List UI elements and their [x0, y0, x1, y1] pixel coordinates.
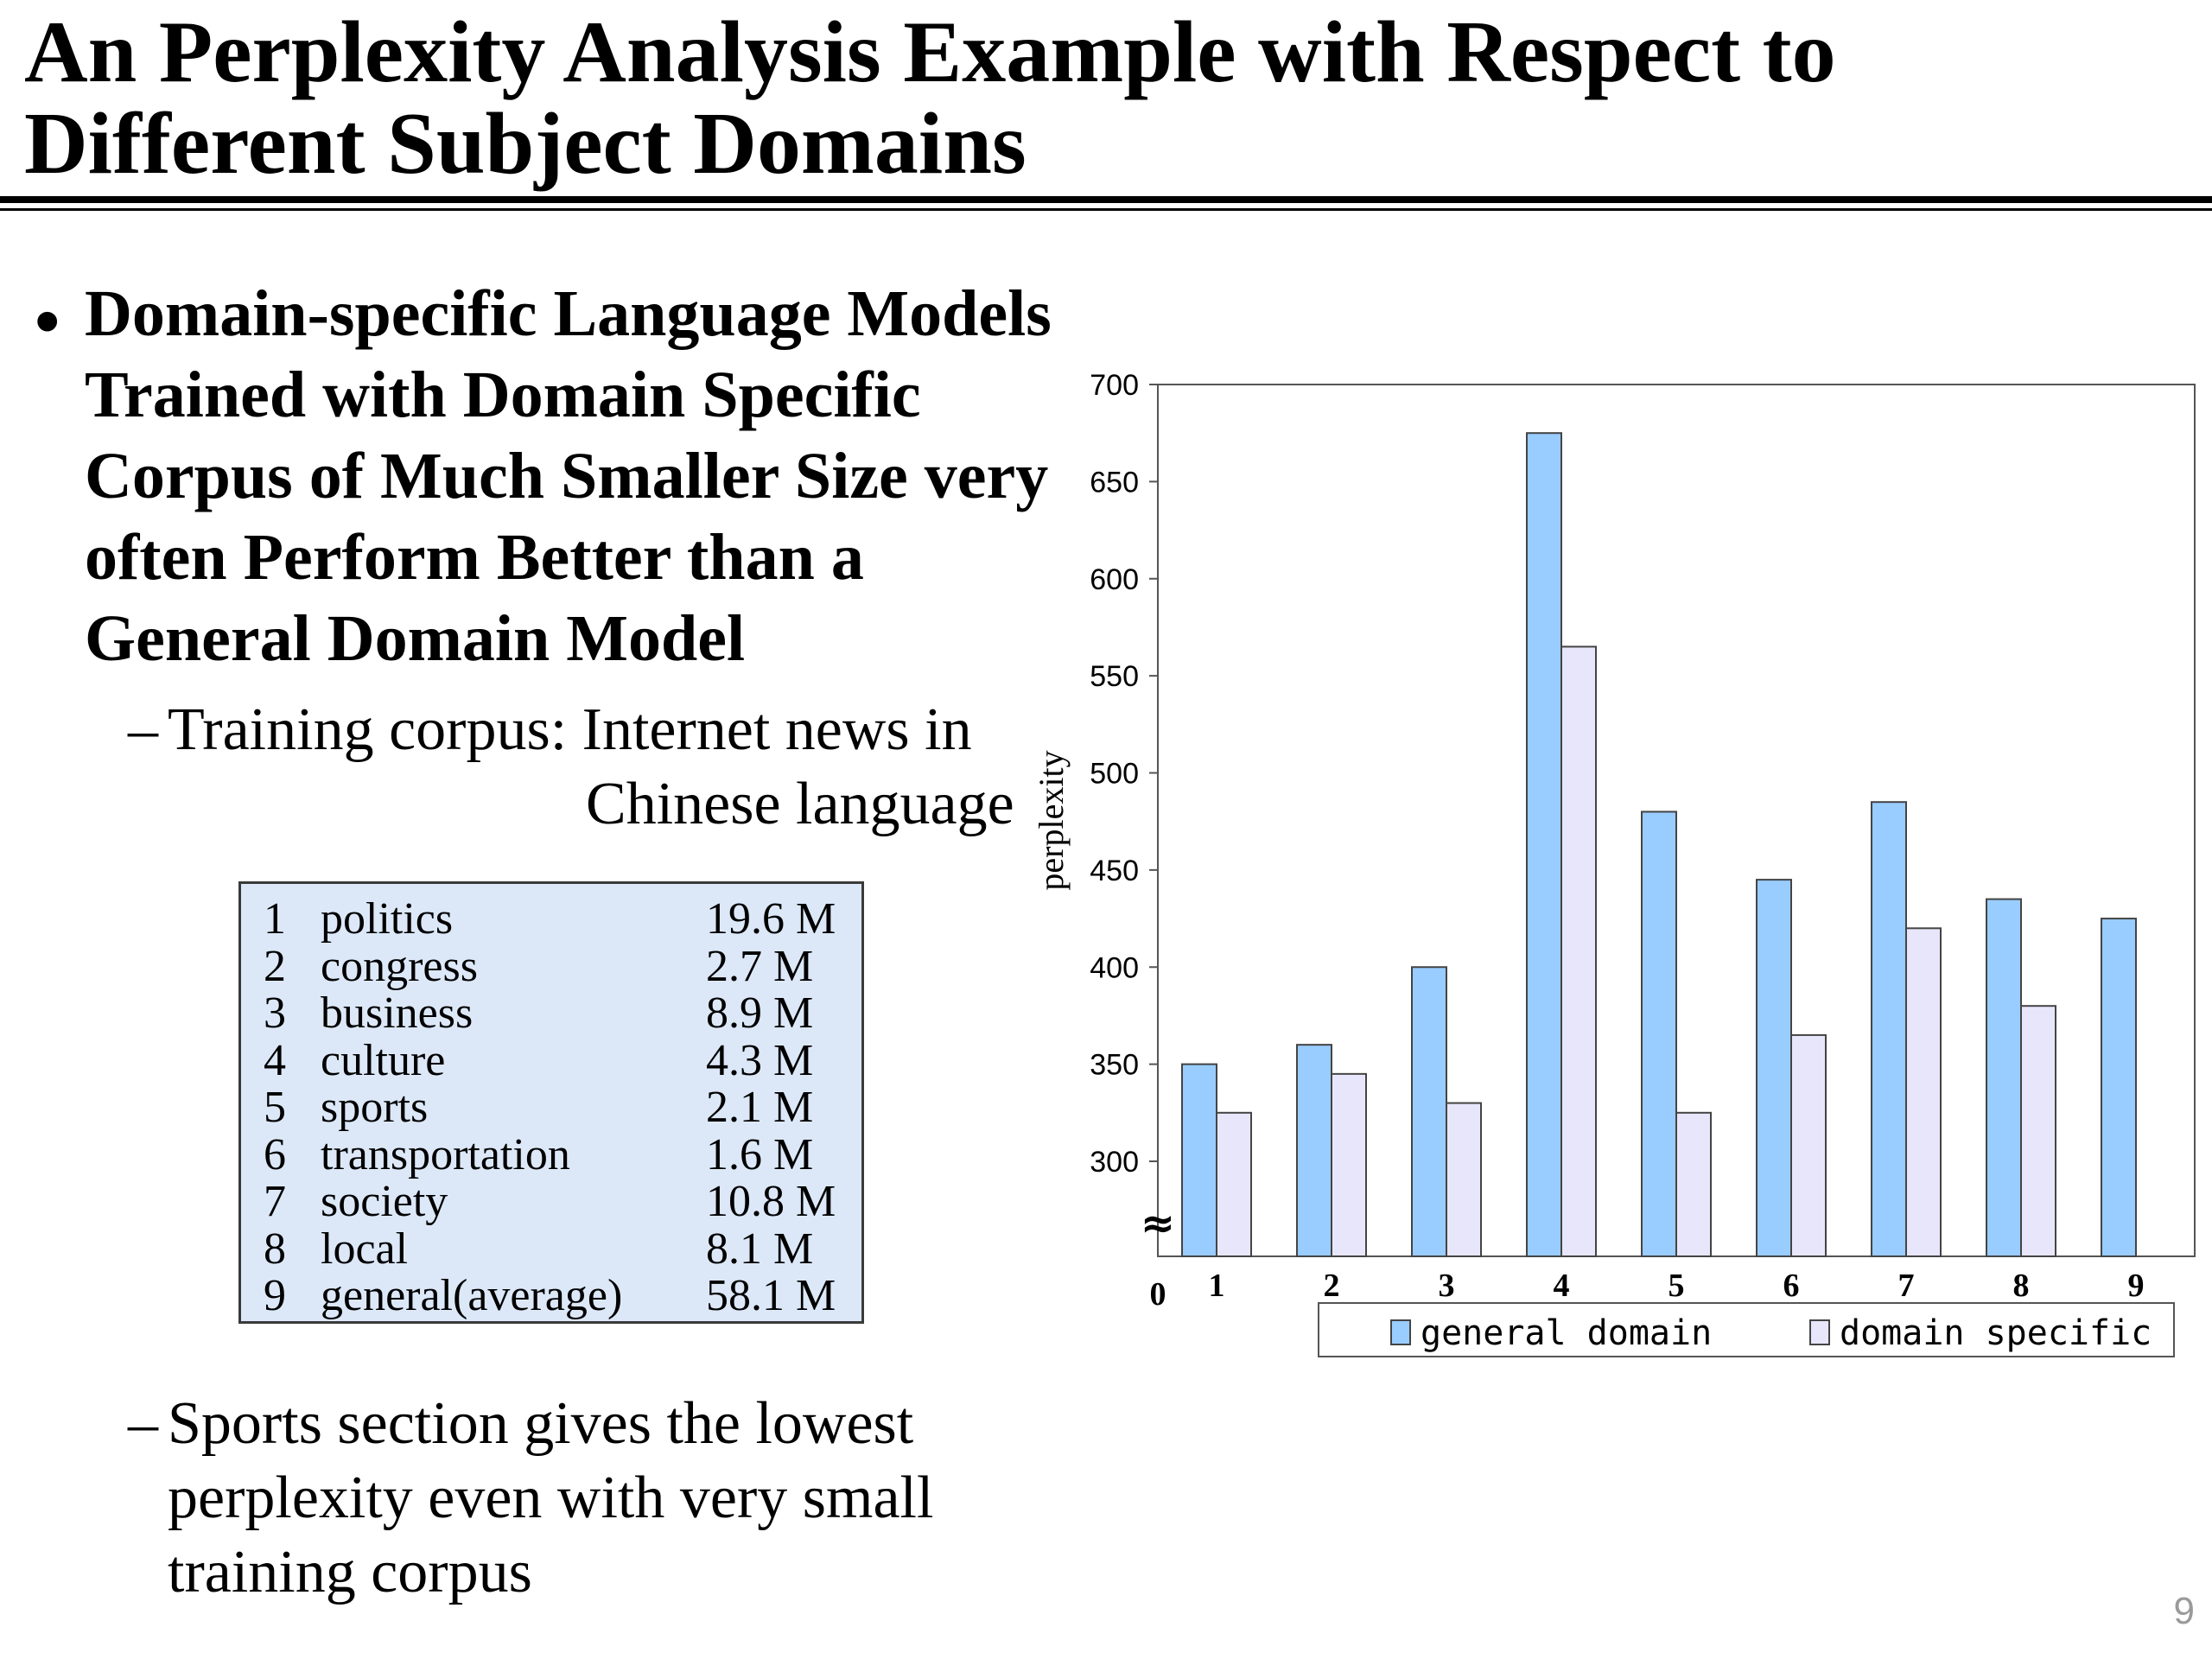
corpus-row-domain: sports — [321, 1083, 429, 1132]
dash-marker: – — [128, 1390, 158, 1457]
corpus-row: 9 general(average) 58.1 M — [241, 1273, 863, 1319]
domain-specific-bar — [2020, 1005, 2056, 1257]
x-tick-label: 1 — [1209, 1268, 1225, 1304]
corpus-row: 4 culture 4.3 M — [241, 1035, 863, 1085]
dash-marker: – — [128, 696, 158, 763]
corpus-row-number: 6 — [264, 1129, 286, 1179]
title-rule — [0, 196, 2212, 203]
y-tick-label: 650 — [1090, 466, 1139, 499]
sports-observation: Sports section gives the lowest perplexi… — [168, 1390, 934, 1605]
y-tick-label: 500 — [1090, 758, 1139, 791]
general-domain-bar — [1296, 1044, 1332, 1258]
perplexity-bar-chart: 300 350 400 450 500 550 600 650 700 0 ≈ perplexity 1… — [1032, 369, 2196, 1357]
axis-break-symbol: ≈ — [1141, 1199, 1175, 1248]
corpus-row: 2 congress 2.7 M — [241, 941, 863, 991]
legend — [1318, 1302, 2175, 1357]
x-tick-label: 5 — [1669, 1268, 1685, 1304]
domain-specific-bar — [1790, 1033, 1827, 1257]
corpus-row-size: 19.6 M — [706, 894, 836, 944]
domain-specific-bar — [1905, 927, 1942, 1257]
corpus-row-number: 7 — [264, 1177, 286, 1226]
y-tick-label: 450 — [1090, 855, 1139, 887]
corpus-row-domain: politics — [321, 894, 454, 944]
y-tick-label: 700 — [1090, 369, 1139, 402]
general-domain-bar — [1411, 966, 1447, 1257]
corpus-row-domain: congress — [321, 941, 478, 991]
y-tick-label: 550 — [1090, 660, 1139, 693]
y-axis-label: perplexity — [1032, 750, 1071, 890]
y-tick-label: 350 — [1090, 1049, 1139, 1082]
corpus-row-domain: local — [321, 1224, 409, 1274]
title-rule-thin — [0, 208, 2212, 211]
page-number: 9 — [2173, 1590, 2195, 1632]
slide-title: An Perplexity Analysis Example with Resp… — [24, 3, 1836, 193]
corpus-row-size: 2.7 M — [706, 941, 814, 991]
x-tick-label: 8 — [2013, 1268, 2030, 1304]
corpus-row-size: 8.9 M — [706, 988, 814, 1038]
corpus-row: 3 business 8.9 M — [241, 990, 863, 1037]
corpus-row-domain: culture — [321, 1035, 446, 1085]
corpus-row: 1 politics 19.6 M — [241, 896, 863, 943]
bullet-marker: • — [35, 282, 60, 362]
corpus-row-number: 3 — [264, 988, 286, 1038]
y-tick-label: 300 — [1090, 1146, 1139, 1179]
general-domain-bar — [1756, 879, 1792, 1257]
y-tick-label: 400 — [1090, 951, 1139, 984]
corpus-row-size: 1.6 M — [706, 1129, 814, 1179]
y-tick-label: 600 — [1090, 563, 1139, 596]
corpus-row-size: 8.1 M — [706, 1224, 814, 1274]
corpus-row-domain: business — [321, 988, 474, 1038]
corpus-row-size: 4.3 M — [706, 1035, 814, 1085]
domain-specific-bar — [1216, 1111, 1252, 1257]
corpus-row-number: 1 — [264, 894, 286, 944]
corpus-row-domain: society — [321, 1177, 448, 1226]
x-tick-label: 2 — [1324, 1268, 1340, 1304]
legend-label: general domain — [1421, 1313, 1712, 1353]
corpus-row-size: 2.1 M — [706, 1083, 814, 1132]
main-bullet: Domain-specific Language Models Trained … — [85, 277, 1052, 675]
corpus-row-number: 9 — [264, 1271, 286, 1320]
corpus-description-line1: Training corpus: Internet news in — [168, 696, 972, 763]
corpus-row-number: 5 — [264, 1083, 286, 1132]
corpus-row-number: 2 — [264, 941, 286, 991]
corpus-table: 1 politics 19.6 M 2 congress 2.7 M 3 business 8.… — [238, 881, 864, 1324]
domain-specific-bar — [1331, 1072, 1367, 1257]
zero-label: 0 — [1150, 1276, 1166, 1313]
general-domain-bar — [1641, 810, 1677, 1257]
general-domain-bar — [1181, 1063, 1217, 1257]
general-domain-bar — [2101, 918, 2137, 1257]
corpus-row-size: 10.8 M — [706, 1177, 836, 1226]
x-tick-label: 7 — [1898, 1268, 1915, 1304]
corpus-row-size: 58.1 M — [706, 1271, 836, 1320]
corpus-row: 6 transportation 1.6 M — [241, 1129, 863, 1179]
corpus-description-line2: Chinese language — [586, 771, 1014, 837]
x-tick-label: 6 — [1783, 1268, 1800, 1304]
corpus-row: 5 sports 2.1 M — [241, 1084, 863, 1131]
domain-specific-bar — [1446, 1102, 1482, 1258]
domain-specific-bar — [1560, 645, 1597, 1258]
general-domain-bar — [1526, 432, 1562, 1257]
legend-swatch — [1809, 1319, 1830, 1345]
legend-swatch — [1390, 1319, 1411, 1345]
general-domain-bar — [1986, 898, 2022, 1258]
general-domain-bar — [1871, 801, 1907, 1257]
x-tick-label: 9 — [2128, 1268, 2145, 1304]
corpus-row-number: 8 — [264, 1224, 286, 1274]
corpus-row: 7 society 10.8 M — [241, 1179, 863, 1225]
legend-label: domain specific — [1840, 1313, 2152, 1353]
corpus-row-domain: general(average) — [321, 1271, 623, 1320]
corpus-row: 8 local 8.1 M — [241, 1224, 863, 1274]
corpus-row-domain: transportation — [321, 1129, 570, 1179]
x-tick-label: 4 — [1554, 1268, 1570, 1304]
x-tick-label: 3 — [1439, 1268, 1455, 1304]
corpus-row-number: 4 — [264, 1035, 286, 1085]
domain-specific-bar — [1675, 1111, 1712, 1257]
